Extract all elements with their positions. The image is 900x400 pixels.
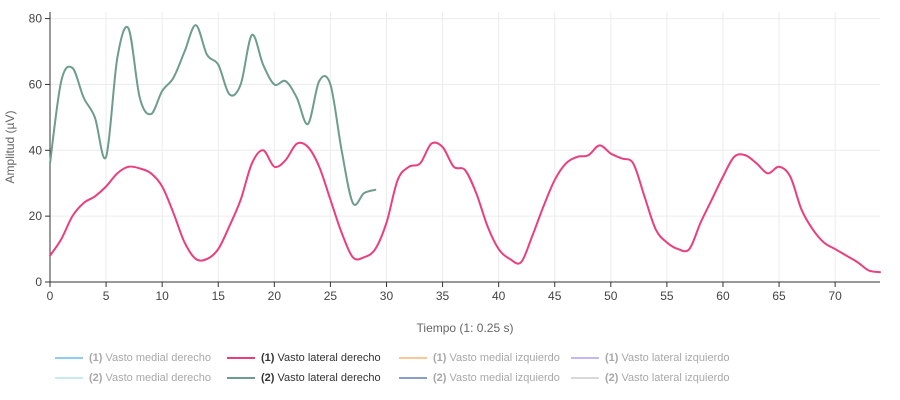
legend-prefix: (1): [605, 352, 619, 364]
legend-swatch: [399, 357, 427, 359]
x-tick-label: 45: [548, 289, 562, 303]
legend-label: Vasto lateral izquierdo: [621, 352, 730, 364]
legend-item-1-vasto-medial-izquierdo[interactable]: (1) Vasto medial izquierdo: [399, 352, 571, 364]
legend-item-1-vasto-lateral-izquierdo[interactable]: (1) Vasto lateral izquierdo: [571, 352, 743, 364]
x-tick-label: 30: [380, 289, 394, 303]
x-tick-label: 40: [492, 289, 506, 303]
legend-prefix: (1): [89, 352, 103, 364]
x-tick-label: 5: [103, 289, 110, 303]
y-tick-label: 60: [29, 77, 43, 91]
legend-swatch: [399, 377, 427, 379]
legend-label: Vasto lateral derecho: [277, 352, 381, 364]
legend-row: (1) Vasto medial derecho (1) Vasto later…: [55, 348, 815, 368]
legend-label: Vasto lateral derecho: [277, 372, 381, 384]
axes: [49, 12, 880, 283]
legend-swatch: [55, 357, 83, 359]
legend-swatch: [571, 377, 599, 379]
x-tick-label: 50: [604, 289, 618, 303]
legend-item-2-vasto-medial-derecho[interactable]: (2) Vasto medial derecho: [55, 372, 227, 384]
ticks: 0 20 40 60 80 0 5 10 15 20 25 30 35 40 45 50 55 60 65 70: [29, 12, 842, 303]
legend-item-1-vasto-lateral-derecho[interactable]: (1) Vasto lateral derecho: [227, 352, 399, 364]
series[interactable]: [49, 24, 881, 274]
x-tick-label: 60: [716, 289, 730, 303]
y-tick-label: 0: [35, 275, 42, 289]
y-tick-label: 20: [29, 209, 43, 223]
legend-swatch: [571, 357, 599, 359]
legend-prefix: (1): [433, 352, 447, 364]
legend-item-1-vasto-medial-derecho[interactable]: (1) Vasto medial derecho: [55, 352, 227, 364]
series-line-5[interactable]: [49, 24, 377, 206]
legend: (1) Vasto medial derecho (1) Vasto later…: [55, 348, 815, 388]
x-tick-label: 25: [324, 289, 338, 303]
y-tick-label: 40: [29, 143, 43, 157]
legend-prefix: (2): [89, 372, 103, 384]
series-line-1[interactable]: [49, 141, 881, 274]
legend-label: Vasto medial derecho: [105, 372, 212, 384]
legend-swatch: [55, 377, 83, 379]
legend-item-2-vasto-lateral-derecho[interactable]: (2) Vasto lateral derecho: [227, 372, 399, 384]
legend-label: Vasto medial izquierdo: [449, 372, 560, 384]
x-tick-label: 20: [268, 289, 282, 303]
legend-prefix: (1): [261, 352, 275, 364]
legend-swatch: [227, 377, 255, 379]
legend-row: (2) Vasto medial derecho (2) Vasto later…: [55, 368, 815, 388]
legend-label: Vasto medial derecho: [105, 352, 212, 364]
line-chart: 0 20 40 60 80 0 5 10 15 20 25 30 35 40 45 50 55 60 65 70 Am…: [3, 12, 881, 335]
legend-item-2-vasto-medial-izquierdo[interactable]: (2) Vasto medial izquierdo: [399, 372, 571, 384]
legend-prefix: (2): [433, 372, 447, 384]
legend-item-2-vasto-lateral-izquierdo[interactable]: (2) Vasto lateral izquierdo: [571, 372, 743, 384]
x-axis-title: Tiempo (1: 0.25 s): [417, 321, 514, 335]
x-tick-label: 10: [155, 289, 169, 303]
grid: [50, 12, 880, 282]
y-tick-label: 80: [29, 12, 43, 26]
legend-swatch: [227, 357, 255, 359]
legend-label: Vasto lateral izquierdo: [621, 372, 730, 384]
x-tick-label: 15: [212, 289, 226, 303]
x-tick-label: 0: [47, 289, 54, 303]
x-tick-label: 35: [436, 289, 450, 303]
x-tick-label: 55: [660, 289, 674, 303]
x-tick-label: 70: [828, 289, 842, 303]
legend-prefix: (2): [261, 372, 275, 384]
legend-label: Vasto medial izquierdo: [449, 352, 560, 364]
y-axis-title: Amplitud (µV): [3, 111, 17, 184]
x-tick-label: 65: [772, 289, 786, 303]
legend-prefix: (2): [605, 372, 619, 384]
